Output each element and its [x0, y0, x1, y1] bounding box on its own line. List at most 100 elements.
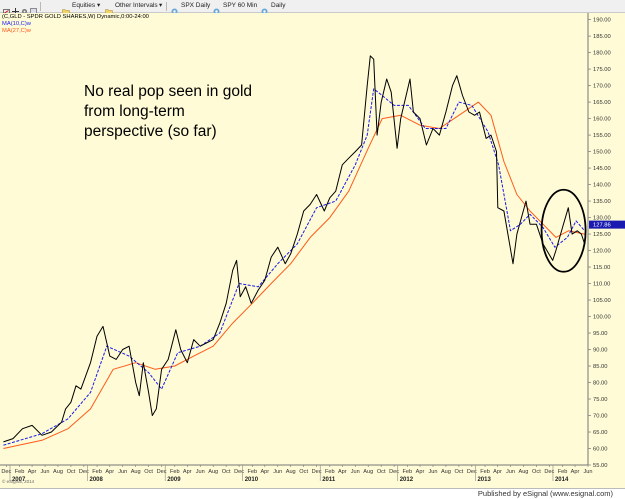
year-label: 2010 [245, 477, 259, 483]
toolbar-button-daily[interactable]: Daily [271, 2, 286, 9]
year-label: 2009 [167, 477, 181, 483]
y-tick-label: 60.00 [593, 447, 608, 453]
toolbar-separator [40, 2, 41, 11]
view-icon[interactable] [30, 2, 37, 15]
y-tick-label: 155.00 [593, 133, 611, 139]
status-bar [0, 488, 625, 499]
y-tick-label: 65.00 [593, 430, 608, 436]
x-tick-label: Dec [467, 469, 477, 475]
x-tick-label: Dec [234, 469, 244, 475]
y-tick-label: 170.00 [593, 84, 611, 90]
x-tick-label: Feb [480, 469, 490, 475]
y-tick-label: 145.00 [593, 166, 611, 172]
legend-ma10: MA(10,C)w [2, 21, 31, 27]
chart-link-icon [213, 2, 220, 15]
y-tick-label: 100.00 [593, 315, 611, 321]
x-tick-label: Apr [493, 469, 502, 475]
copyright-note: © eSignal, 2014 [2, 479, 35, 484]
toolbar-button-spy-60-min[interactable]: SPY 60 Min [223, 2, 258, 9]
x-tick-label: Oct [299, 469, 308, 475]
y-tick-label: 190.00 [593, 18, 611, 24]
y-tick-label: 150.00 [593, 150, 611, 156]
x-tick-label: Feb [92, 469, 102, 475]
x-tick-label: Jun [583, 469, 592, 475]
x-tick-label: Apr [260, 469, 269, 475]
x-tick-label: Jun [428, 469, 437, 475]
y-tick-label: 185.00 [593, 34, 611, 40]
x-tick-label: Oct [144, 469, 153, 475]
y-tick-label: 80.00 [593, 381, 608, 387]
y-tick-label: 175.00 [593, 67, 611, 73]
y-tick-label: 115.00 [593, 265, 610, 271]
published-by-label: Published by eSignal (www.esignal.com) [477, 489, 613, 498]
year-label: 2012 [400, 477, 414, 483]
toolbar-button-other-intervals[interactable]: Other Intervals [115, 2, 158, 9]
x-tick-label: Feb [247, 469, 257, 475]
x-tick-label: Apr [105, 469, 114, 475]
x-tick-label: Feb [15, 469, 25, 475]
crosshair-icon[interactable] [12, 2, 19, 15]
chart-area[interactable]: 55.00 60.00 65.00 70.00 75.00 80.00 85.00 90.00… [0, 13, 625, 499]
series-line-price [3, 55, 586, 443]
x-tick-label: Oct [222, 469, 231, 475]
plot-area [0, 13, 588, 465]
x-tick-label: Aug [363, 469, 373, 475]
x-tick-label: Jun [196, 469, 205, 475]
year-label: 2008 [89, 477, 103, 483]
x-tick-label: Dec [544, 469, 554, 475]
gld-weekly-chart[interactable]: 55.00 60.00 65.00 70.00 75.00 80.00 85.00 90.00… [0, 13, 625, 488]
x-tick-label: Aug [518, 469, 528, 475]
y-tick-label: 75.00 [593, 397, 608, 403]
toolbar-button-spx-daily[interactable]: SPX Daily [181, 2, 211, 9]
y-tick-label: 55.00 [593, 463, 608, 469]
x-tick-label: Jun [351, 469, 360, 475]
x-tick-label: Feb [402, 469, 412, 475]
y-tick-label: 130.00 [593, 216, 611, 222]
toolbar-button-equities[interactable]: Equities [72, 2, 96, 9]
chevron-down-icon[interactable]: ▾ [159, 2, 163, 9]
y-tick-label: 70.00 [593, 414, 608, 420]
chart-link-icon [261, 2, 268, 15]
toolbar-separator [166, 2, 167, 11]
x-tick-label: Jun [273, 469, 282, 475]
x-tick-label: Dec [79, 469, 89, 475]
chevron-down-icon[interactable]: ▾ [97, 2, 101, 9]
legend-ma27: MA(27,C)w [2, 28, 31, 34]
x-tick-label: Apr [28, 469, 37, 475]
chart-symbol-title: (C,GLD - SPDR GOLD SHARES,W) Dynamic,0:0… [2, 14, 149, 20]
toolbar: Equities ▾ Other Intervals ▾ SPX Daily S… [0, 0, 625, 15]
y-tick-label: 105.00 [593, 298, 611, 304]
folder-icon [105, 2, 113, 15]
year-label: 2007 [12, 477, 26, 483]
y-tick-label: 85.00 [593, 364, 608, 370]
year-label: 2014 [555, 477, 569, 483]
x-tick-label: Oct [455, 469, 464, 475]
highlight-ellipse [540, 188, 587, 273]
x-tick-label: Aug [208, 469, 218, 475]
x-tick-label: Dec [157, 469, 167, 475]
x-tick-label: Dec [1, 469, 11, 475]
x-tick-label: Apr [338, 469, 347, 475]
x-tick-label: Oct [532, 469, 541, 475]
x-tick-label: Apr [416, 469, 425, 475]
y-tick-label: 135.00 [593, 199, 611, 205]
x-tick-label: Feb [170, 469, 180, 475]
y-tick-label: 165.00 [593, 100, 611, 106]
x-tick-label: Feb [558, 469, 568, 475]
chart-link-icon [171, 2, 178, 15]
x-tick-label: Apr [571, 469, 580, 475]
year-label: 2013 [477, 477, 491, 483]
x-tick-label: Aug [441, 469, 451, 475]
chart-settings-icon[interactable] [3, 2, 10, 15]
gear-icon[interactable] [21, 2, 28, 14]
x-tick-label: Oct [67, 469, 76, 475]
y-tick-label: 160.00 [593, 117, 611, 123]
y-tick-label: 180.00 [593, 51, 611, 57]
y-tick-label: 110.00 [593, 282, 610, 288]
x-tick-label: Oct [377, 469, 386, 475]
y-tick-label: 125.00 [593, 232, 611, 238]
y-tick-label: 95.00 [593, 331, 608, 337]
y-tick-label: 140.00 [593, 183, 611, 189]
x-tick-label: Dec [312, 469, 322, 475]
last-price-tag [589, 220, 625, 229]
